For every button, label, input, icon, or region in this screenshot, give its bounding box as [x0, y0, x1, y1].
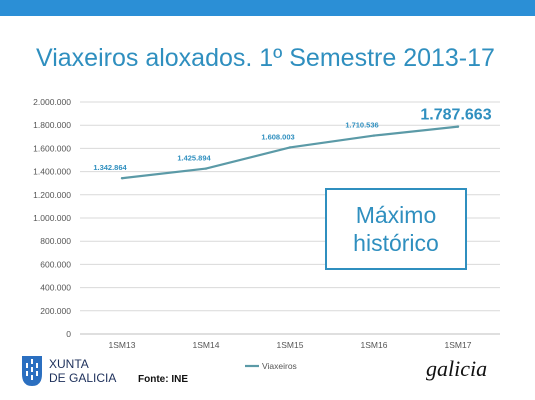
source-note: Fonte: INE: [138, 374, 188, 385]
y-tick-label: 400.000: [40, 283, 71, 293]
xunta-logo: XUNTA DE GALICIA: [22, 356, 142, 390]
chart-title: Viaxeiros aloxados. 1º Semestre 2013-17: [36, 44, 495, 72]
y-tick-label: 1.000.000: [33, 213, 71, 223]
legend-label: Viaxeiros: [262, 361, 297, 371]
record-callout-box: Máximo histórico: [325, 188, 467, 270]
y-tick-label: 800.000: [40, 236, 71, 246]
data-point: [120, 177, 124, 180]
callout-line-1: Máximo: [355, 202, 437, 228]
x-tick-label: 1SM15: [277, 340, 304, 350]
x-tick-label: 1SM14: [193, 340, 220, 350]
x-tick-label: 1SM13: [109, 340, 136, 350]
callout-line-2: histórico: [353, 230, 439, 256]
data-label: 1.608.003: [261, 132, 294, 141]
y-tick-label: 1.400.000: [33, 167, 71, 177]
data-point: [372, 134, 376, 137]
galicia-brand-logo: galicia: [426, 356, 488, 381]
y-tick-label: 600.000: [40, 259, 71, 269]
logo-line-1: XUNTA: [49, 357, 89, 371]
data-label: 1.710.536: [345, 121, 378, 130]
xunta-emblem-icon: [22, 356, 42, 386]
x-tick-label: 1SM16: [361, 340, 388, 350]
y-tick-label: 1.800.000: [33, 120, 71, 130]
y-tick-label: 1.200.000: [33, 190, 71, 200]
y-tick-label: 0: [66, 329, 71, 339]
y-tick-label: 2.000.000: [33, 97, 71, 107]
y-tick-label: 1.600.000: [33, 143, 71, 153]
y-tick-label: 200.000: [40, 306, 71, 316]
data-point: [288, 146, 292, 149]
data-point: [204, 167, 208, 170]
data-point: [456, 125, 460, 128]
x-tick-label: 1SM17: [445, 340, 472, 350]
logo-line-2: DE GALICIA: [49, 371, 117, 385]
data-label: 1.425.894: [177, 154, 211, 163]
data-label: 1.342.864: [93, 163, 127, 172]
top-accent-bar: [0, 0, 535, 16]
data-label-highlight: 1.787.663: [420, 107, 491, 124]
